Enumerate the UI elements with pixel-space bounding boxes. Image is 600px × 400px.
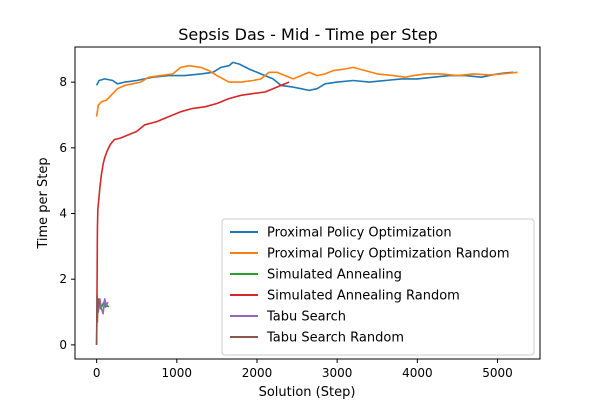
legend-box <box>221 218 535 356</box>
x-tick-label: 5000 <box>482 366 513 380</box>
legend-entry-label: Simulated Annealing <box>267 268 402 283</box>
y-tick-label: 4 <box>59 207 67 221</box>
y-tick-label: 8 <box>59 75 67 89</box>
x-tick-label: 1000 <box>162 366 193 380</box>
series-line-6 <box>95 294 100 345</box>
y-tick-label: 0 <box>59 338 67 352</box>
series-line-4 <box>95 81 290 345</box>
legend-entry-label: Proximal Policy Optimization Random <box>267 247 510 262</box>
legend: Proximal Policy Optimization Proximal Pol… <box>221 218 535 356</box>
x-tick-label: 0 <box>93 366 101 380</box>
y-tick-label: 2 <box>59 272 67 286</box>
series-line-2 <box>95 64 518 117</box>
legend-entry-label: Tabu Search Random <box>266 331 404 346</box>
series-line-5 <box>95 298 109 315</box>
y-axis-label: Time per Step <box>36 157 51 249</box>
x-axis: 0 1000 2000 3000 4000 5000 <box>93 359 513 380</box>
series-line-1 <box>95 61 514 92</box>
x-axis-label: Solution (Step) <box>259 385 356 400</box>
chart-title: Sepsis Das - Mid - Time per Step <box>178 25 437 44</box>
x-tick-label: 3000 <box>322 366 353 380</box>
legend-entry-label: Tabu Search <box>266 310 346 325</box>
legend-entry-label: Simulated Annealing Random <box>267 289 460 304</box>
y-axis: 0 2 4 6 8 <box>59 75 75 352</box>
axes-frame <box>74 46 541 360</box>
legend-entry-label: Proximal Policy Optimization <box>267 226 452 241</box>
y-tick-label: 6 <box>59 141 67 155</box>
x-tick-label: 4000 <box>402 366 433 380</box>
series-layer <box>95 61 518 345</box>
x-tick-label: 2000 <box>242 366 273 380</box>
